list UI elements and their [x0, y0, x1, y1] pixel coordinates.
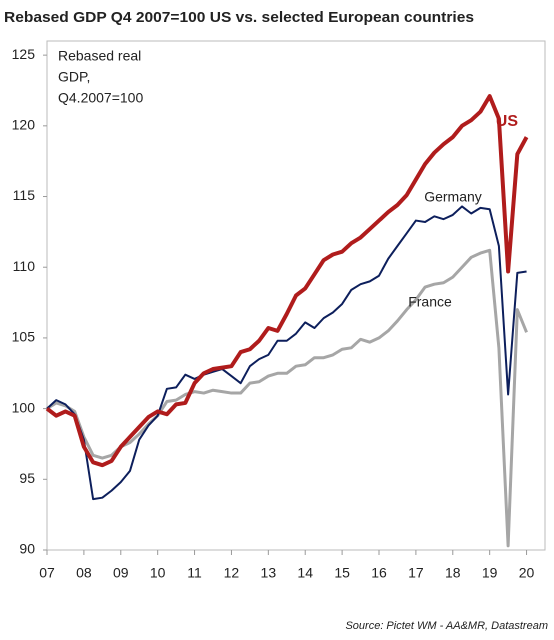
series-label: US [496, 113, 519, 130]
y-tick-label: 115 [13, 187, 36, 203]
annotation: Rebased real [58, 48, 141, 64]
x-tick-label: 16 [371, 565, 387, 581]
y-tick-label: 100 [12, 399, 36, 415]
annotation: GDP, [58, 69, 90, 85]
series-label: France [408, 294, 452, 310]
series-label: Germany [424, 189, 482, 205]
x-tick-label: 20 [519, 565, 535, 581]
y-tick-label: 120 [12, 117, 36, 133]
plot-frame [46, 40, 546, 551]
x-tick-label: 15 [334, 565, 350, 581]
x-tick-label: 18 [445, 565, 461, 581]
x-tick-label: 08 [76, 565, 92, 581]
x-tick-label: 07 [39, 565, 55, 581]
y-tick-label: 90 [19, 541, 35, 557]
x-tick-label: 12 [224, 565, 240, 581]
x-tick-label: 13 [261, 565, 277, 581]
source: Source: Pictet WM - AA&MR, Datastream [345, 620, 548, 632]
series-line [45, 94, 529, 468]
x-tick-label: 14 [297, 565, 313, 581]
y-tick-label: 125 [12, 46, 36, 62]
y-tick-label: 95 [19, 470, 35, 486]
chart-title: Rebased GDP Q4 2007=100 US vs. selected … [4, 9, 474, 26]
series-line [46, 248, 528, 548]
series-line [46, 205, 527, 501]
annotation: Q4.2007=100 [58, 90, 143, 106]
x-tick-label: 09 [113, 565, 129, 581]
x-tick-label: 19 [482, 565, 498, 581]
x-tick-label: 10 [150, 565, 166, 581]
y-tick-label: 110 [13, 258, 36, 274]
x-tick-label: 17 [408, 565, 424, 581]
x-tick-label: 11 [187, 565, 202, 581]
y-tick-label: 105 [12, 329, 36, 345]
